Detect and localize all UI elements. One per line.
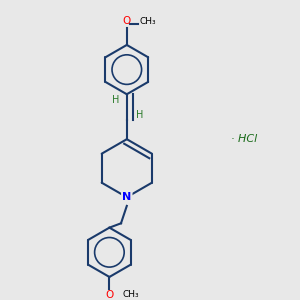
Text: · HCl: · HCl — [231, 134, 257, 144]
Text: CH₃: CH₃ — [122, 290, 139, 299]
Text: H: H — [112, 95, 119, 105]
Text: CH₃: CH₃ — [140, 17, 157, 26]
Text: O: O — [105, 290, 113, 300]
Text: O: O — [123, 16, 131, 26]
Text: H: H — [136, 110, 143, 119]
Text: N: N — [122, 192, 131, 202]
